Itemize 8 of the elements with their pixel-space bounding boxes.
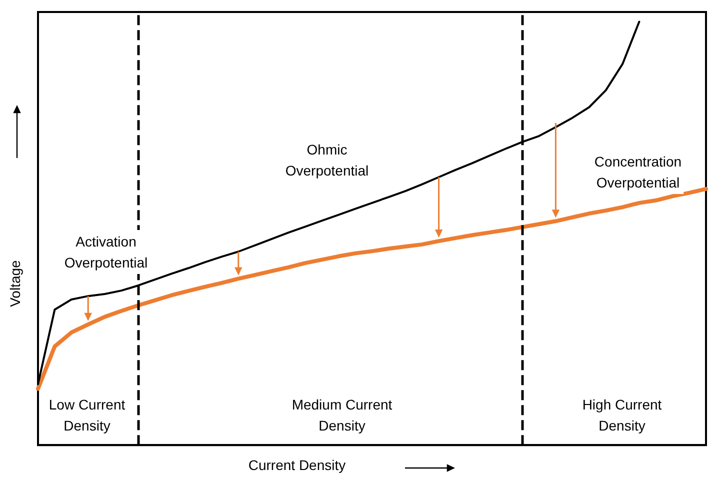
y-axis-title: Voltage	[7, 260, 23, 307]
annotation: Activation Overpotential	[64, 234, 148, 270]
x-axis-title: Current Density	[248, 457, 346, 473]
annotation: Ohmic Overpotential	[285, 142, 369, 178]
annotation: Concentration Overpotential	[594, 154, 682, 190]
annotation: Medium Current Density	[292, 396, 392, 434]
annotation: Low Current Density	[48, 396, 126, 434]
annotation: High Current Density	[582, 396, 662, 434]
